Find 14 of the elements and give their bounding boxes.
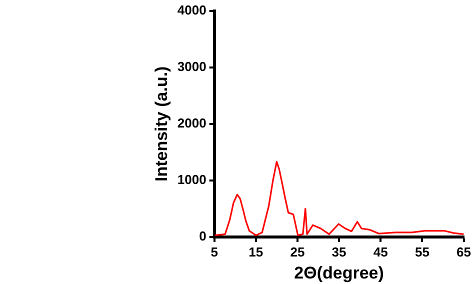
y-tick-label: 0 bbox=[199, 228, 206, 244]
y-axis-title: Intensity (a.u.) bbox=[152, 66, 171, 182]
x-tick-label: 65 bbox=[456, 244, 472, 260]
y-tick-label: 3000 bbox=[177, 58, 206, 74]
x-tick-label: 55 bbox=[414, 244, 430, 260]
x-axis-title: 2Θ(degree) bbox=[294, 263, 384, 282]
y-tick-label: 4000 bbox=[177, 2, 206, 18]
x-tick-label: 15 bbox=[248, 244, 264, 260]
y-tick-label: 1000 bbox=[177, 172, 206, 188]
x-tick-label: 45 bbox=[373, 244, 388, 260]
x-tick-label: 35 bbox=[332, 244, 346, 260]
y-tick-label: 2000 bbox=[177, 115, 206, 130]
x-tick-label: 25 bbox=[290, 244, 305, 260]
x-tick-label: 5 bbox=[210, 244, 218, 260]
